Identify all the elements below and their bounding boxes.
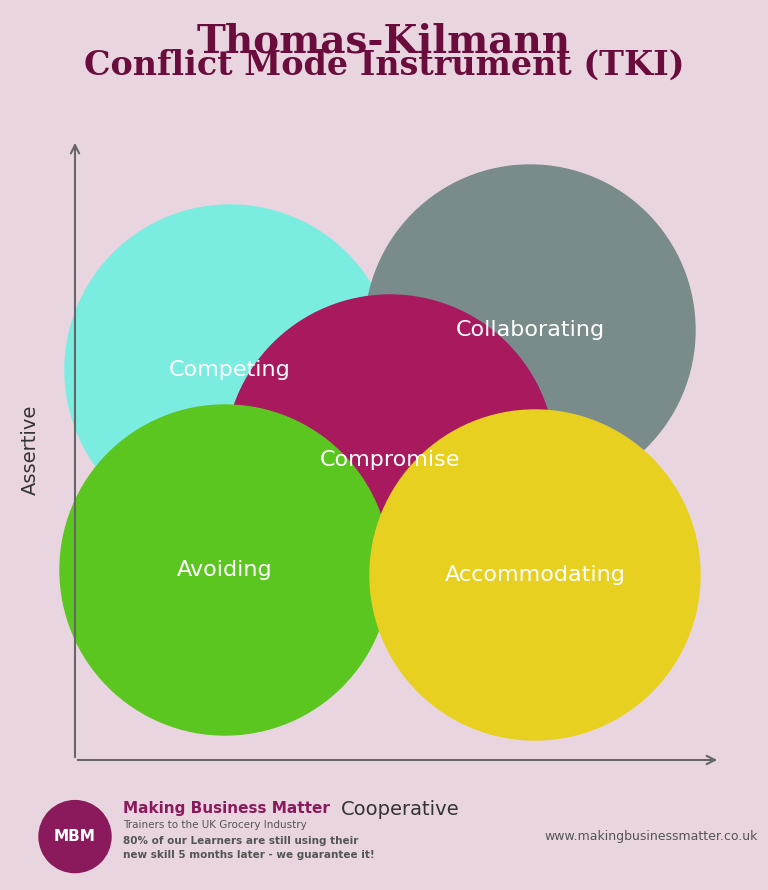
Text: Assertive: Assertive (21, 405, 39, 495)
Circle shape (39, 801, 111, 872)
Circle shape (65, 205, 395, 535)
Text: MBM: MBM (54, 829, 96, 844)
Circle shape (365, 165, 695, 495)
Text: Conflict Mode Instrument (TKI): Conflict Mode Instrument (TKI) (84, 49, 684, 82)
Text: www.makingbusinessmatter.co.uk: www.makingbusinessmatter.co.uk (545, 830, 758, 843)
Text: Making Business Matter: Making Business Matter (123, 801, 330, 816)
Text: Cooperative: Cooperative (341, 800, 459, 819)
Text: Avoiding: Avoiding (177, 560, 273, 580)
Text: 80% of our Learners are still using their: 80% of our Learners are still using thei… (123, 836, 359, 845)
Text: new skill 5 months later - we guarantee it!: new skill 5 months later - we guarantee … (123, 850, 375, 860)
Circle shape (225, 295, 555, 625)
Text: Thomas-Kilmann: Thomas-Kilmann (197, 22, 571, 61)
Text: Accommodating: Accommodating (445, 565, 625, 585)
Text: Compromise: Compromise (319, 450, 460, 470)
Text: Collaborating: Collaborating (455, 320, 604, 340)
Text: Trainers to the UK Grocery Industry: Trainers to the UK Grocery Industry (123, 820, 306, 829)
Circle shape (370, 410, 700, 740)
Text: Competing: Competing (169, 360, 291, 380)
Circle shape (60, 405, 390, 735)
